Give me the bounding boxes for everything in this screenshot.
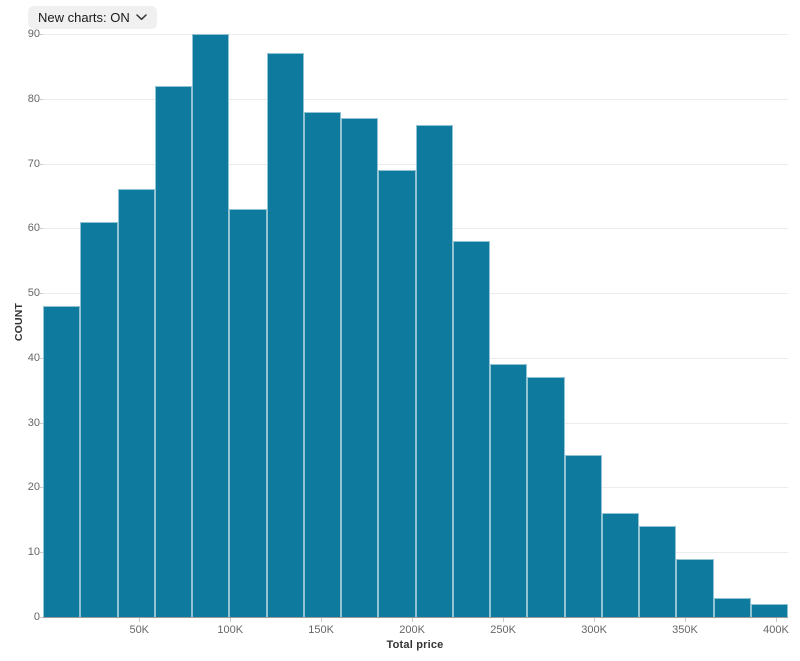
histogram-bar[interactable] — [117, 189, 155, 617]
y-tick-label: 40 — [27, 351, 40, 364]
histogram-bar[interactable] — [750, 604, 788, 617]
histogram-bar[interactable] — [564, 455, 602, 617]
histogram-bar[interactable] — [43, 306, 81, 617]
y-tick-mark — [40, 487, 43, 489]
x-tick-label: 350K — [672, 624, 698, 636]
histogram-bar[interactable] — [601, 513, 639, 617]
y-tick-mark — [40, 552, 43, 554]
y-tick-label: 10 — [27, 546, 40, 559]
x-tick-label: 400K — [763, 624, 789, 636]
histogram-bar[interactable] — [415, 124, 453, 617]
y-tick-label: 70 — [27, 157, 40, 170]
y-tick-label: 50 — [27, 287, 40, 300]
y-tick-mark — [40, 228, 43, 230]
y-tick-label: 90 — [27, 28, 40, 40]
histogram-bar[interactable] — [378, 170, 416, 617]
x-tick-mark — [230, 618, 232, 622]
histogram-bar[interactable] — [341, 118, 379, 617]
x-tick-mark — [139, 618, 141, 622]
x-tick-mark — [503, 618, 505, 622]
histogram-bar[interactable] — [527, 377, 565, 617]
x-tick-mark — [594, 618, 596, 622]
histogram-bar[interactable] — [154, 85, 192, 617]
x-tick-label: 100K — [217, 624, 244, 636]
x-tick-mark — [685, 618, 687, 622]
y-tick-mark — [40, 617, 43, 618]
x-tick-label: 50K — [129, 624, 150, 636]
y-tick-label: 20 — [27, 481, 40, 494]
y-tick-mark — [40, 357, 43, 359]
y-tick-mark — [40, 163, 43, 165]
histogram-bar[interactable] — [452, 241, 490, 617]
y-tick-label: 60 — [27, 222, 40, 235]
histogram-bar[interactable] — [266, 53, 304, 617]
x-tick-label: 250K — [490, 624, 516, 636]
histogram-bar[interactable] — [80, 221, 118, 617]
histogram-bar[interactable] — [490, 364, 528, 617]
new-charts-toggle[interactable]: New charts: ON — [28, 6, 157, 29]
gridline — [43, 34, 788, 35]
x-tick-mark — [321, 618, 323, 622]
x-axis-title: Total price — [386, 639, 444, 651]
y-tick-label: 80 — [27, 92, 40, 105]
x-tick-mark — [775, 618, 777, 622]
chevron-down-icon — [136, 14, 147, 21]
histogram-bar[interactable] — [192, 34, 230, 617]
x-tick-label: 300K — [581, 624, 607, 636]
histogram-bar[interactable] — [713, 597, 751, 617]
x-tick-label: 200K — [399, 624, 425, 636]
y-tick-mark — [40, 293, 43, 295]
y-tick-label: 30 — [27, 416, 40, 429]
y-tick-mark — [40, 422, 43, 424]
plot-area — [43, 34, 788, 618]
histogram-bar[interactable] — [676, 558, 714, 617]
gridline — [43, 98, 788, 100]
y-tick-mark — [40, 98, 43, 100]
y-axis-title: COUNT — [13, 302, 25, 342]
y-tick-mark — [40, 34, 43, 35]
x-tick-mark — [412, 618, 414, 622]
new-charts-toggle-label: New charts: ON — [38, 10, 130, 25]
y-tick-label: 0 — [33, 611, 40, 623]
x-tick-label: 150K — [308, 624, 335, 636]
histogram-bar[interactable] — [229, 208, 267, 617]
histogram-bar[interactable] — [639, 526, 677, 617]
histogram-bar[interactable] — [303, 111, 341, 617]
